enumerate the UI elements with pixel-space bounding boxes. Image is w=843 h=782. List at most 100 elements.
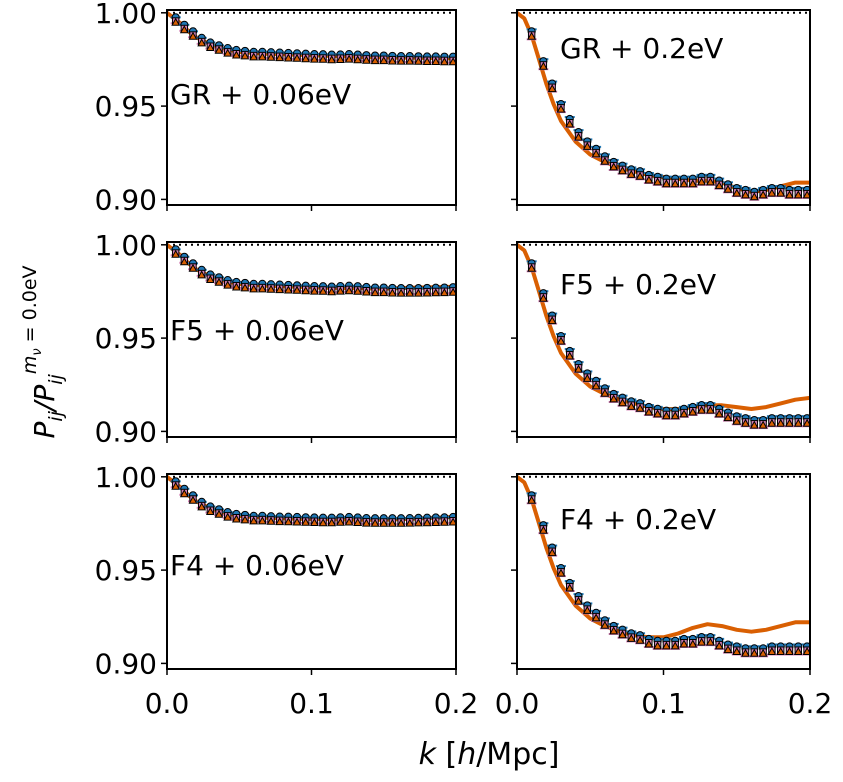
triangle-marker <box>283 285 293 294</box>
triangle-marker <box>626 169 636 178</box>
panel-3: F5 + 0.2eV <box>511 241 811 443</box>
triangle-marker <box>266 52 276 61</box>
triangle-marker <box>644 407 654 416</box>
triangle-marker <box>609 394 619 403</box>
triangle-marker <box>179 489 189 498</box>
triangle-marker <box>413 56 423 65</box>
triangle-marker <box>582 373 592 382</box>
triangle-marker <box>197 38 207 47</box>
triangle-marker <box>422 288 432 297</box>
triangle-marker <box>705 177 715 186</box>
triangle-marker <box>688 179 698 188</box>
triangle-marker <box>618 166 627 175</box>
x-tick-label: 0.2 <box>434 687 479 720</box>
triangle-marker <box>767 418 777 427</box>
triangle-marker <box>214 509 224 518</box>
triangle-marker <box>422 518 432 527</box>
panel-label: GR + 0.06eV <box>170 78 351 111</box>
triangle-marker <box>292 517 302 526</box>
triangle-marker <box>405 288 415 297</box>
triangle-marker <box>653 177 663 186</box>
triangle-marker <box>556 336 566 345</box>
triangle-marker <box>776 646 786 655</box>
triangle-marker <box>538 61 548 70</box>
triangle-marker <box>257 516 267 525</box>
x-tick-label: 0.1 <box>289 687 334 720</box>
triangle-marker <box>527 263 537 272</box>
triangle-marker <box>431 517 441 526</box>
triangle-marker <box>370 288 380 297</box>
triangle-marker <box>361 518 371 527</box>
triangle-marker <box>644 639 654 648</box>
triangle-marker <box>309 517 319 526</box>
triangle-marker <box>538 293 548 302</box>
triangle-marker <box>231 50 241 59</box>
triangle-marker <box>240 283 250 292</box>
triangle-marker <box>591 149 601 158</box>
triangle-marker <box>749 648 759 657</box>
triangle-marker <box>335 517 345 526</box>
y-tick-label: 0.95 <box>95 90 157 123</box>
triangle-marker <box>688 639 698 648</box>
panels-group: 1.00 0.95 0.90 GR + 0.06eV GR + 0.2eV 1.00 0.9… <box>95 0 833 720</box>
triangle-marker <box>705 405 715 414</box>
triangle-marker <box>387 288 397 297</box>
triangle-marker <box>448 287 456 296</box>
panel-plot-area <box>517 475 810 658</box>
triangle-marker <box>565 583 575 592</box>
triangle-marker <box>171 17 181 26</box>
triangle-marker <box>301 286 311 295</box>
triangle-marker <box>353 517 363 526</box>
x-tick-label: 0.0 <box>495 687 540 720</box>
triangle-marker <box>171 249 181 258</box>
triangle-marker <box>422 56 432 65</box>
panel-plot-area <box>517 243 810 430</box>
triangle-marker <box>292 53 302 62</box>
triangle-marker <box>697 637 707 646</box>
triangle-marker <box>741 418 750 427</box>
triangle-marker <box>292 285 302 294</box>
triangle-marker <box>249 52 259 61</box>
triangle-marker <box>223 48 233 57</box>
triangle-marker <box>574 132 583 141</box>
triangle-marker <box>732 416 742 425</box>
triangle-marker <box>396 288 406 297</box>
triangle-marker <box>635 171 645 180</box>
triangle-marker <box>335 286 345 295</box>
triangle-marker <box>249 516 259 525</box>
x-axis-label: k [h/Mpc] <box>419 737 560 772</box>
panel-label: F5 + 0.06eV <box>170 314 344 347</box>
triangle-marker <box>223 280 233 289</box>
triangle-marker <box>600 156 610 165</box>
panel-label: F4 + 0.2eV <box>560 503 716 536</box>
triangle-marker <box>644 175 654 184</box>
triangle-marker <box>714 641 724 650</box>
triangle-marker <box>565 351 575 360</box>
triangle-marker <box>379 288 389 297</box>
triangle-marker <box>439 288 449 297</box>
triangle-marker <box>574 596 583 605</box>
triangle-marker <box>188 263 198 272</box>
panel-2: 1.00 0.95 0.90 F5 + 0.06eV <box>95 229 457 448</box>
triangle-marker <box>179 257 189 266</box>
triangle-marker <box>714 409 724 418</box>
triangle-marker <box>758 420 768 429</box>
triangle-marker <box>370 56 380 65</box>
triangle-marker <box>231 514 241 523</box>
triangle-marker <box>353 286 363 295</box>
triangle-marker <box>266 284 276 293</box>
triangle-marker <box>318 54 328 63</box>
y-tick-label: 0.90 <box>95 183 157 216</box>
triangle-marker <box>785 418 794 427</box>
triangle-marker <box>257 284 267 293</box>
triangle-marker <box>527 31 537 40</box>
triangle-marker <box>538 525 548 534</box>
triangle-marker <box>439 57 449 66</box>
triangle-marker <box>275 517 285 526</box>
y-axis-label: Pij/Pijmν = 0.0eV <box>19 265 67 438</box>
panel-1: GR + 0.2eV <box>511 9 811 211</box>
triangle-marker <box>609 162 619 171</box>
triangle-marker <box>749 192 759 201</box>
triangle-marker <box>776 418 786 427</box>
triangle-marker <box>547 84 557 93</box>
